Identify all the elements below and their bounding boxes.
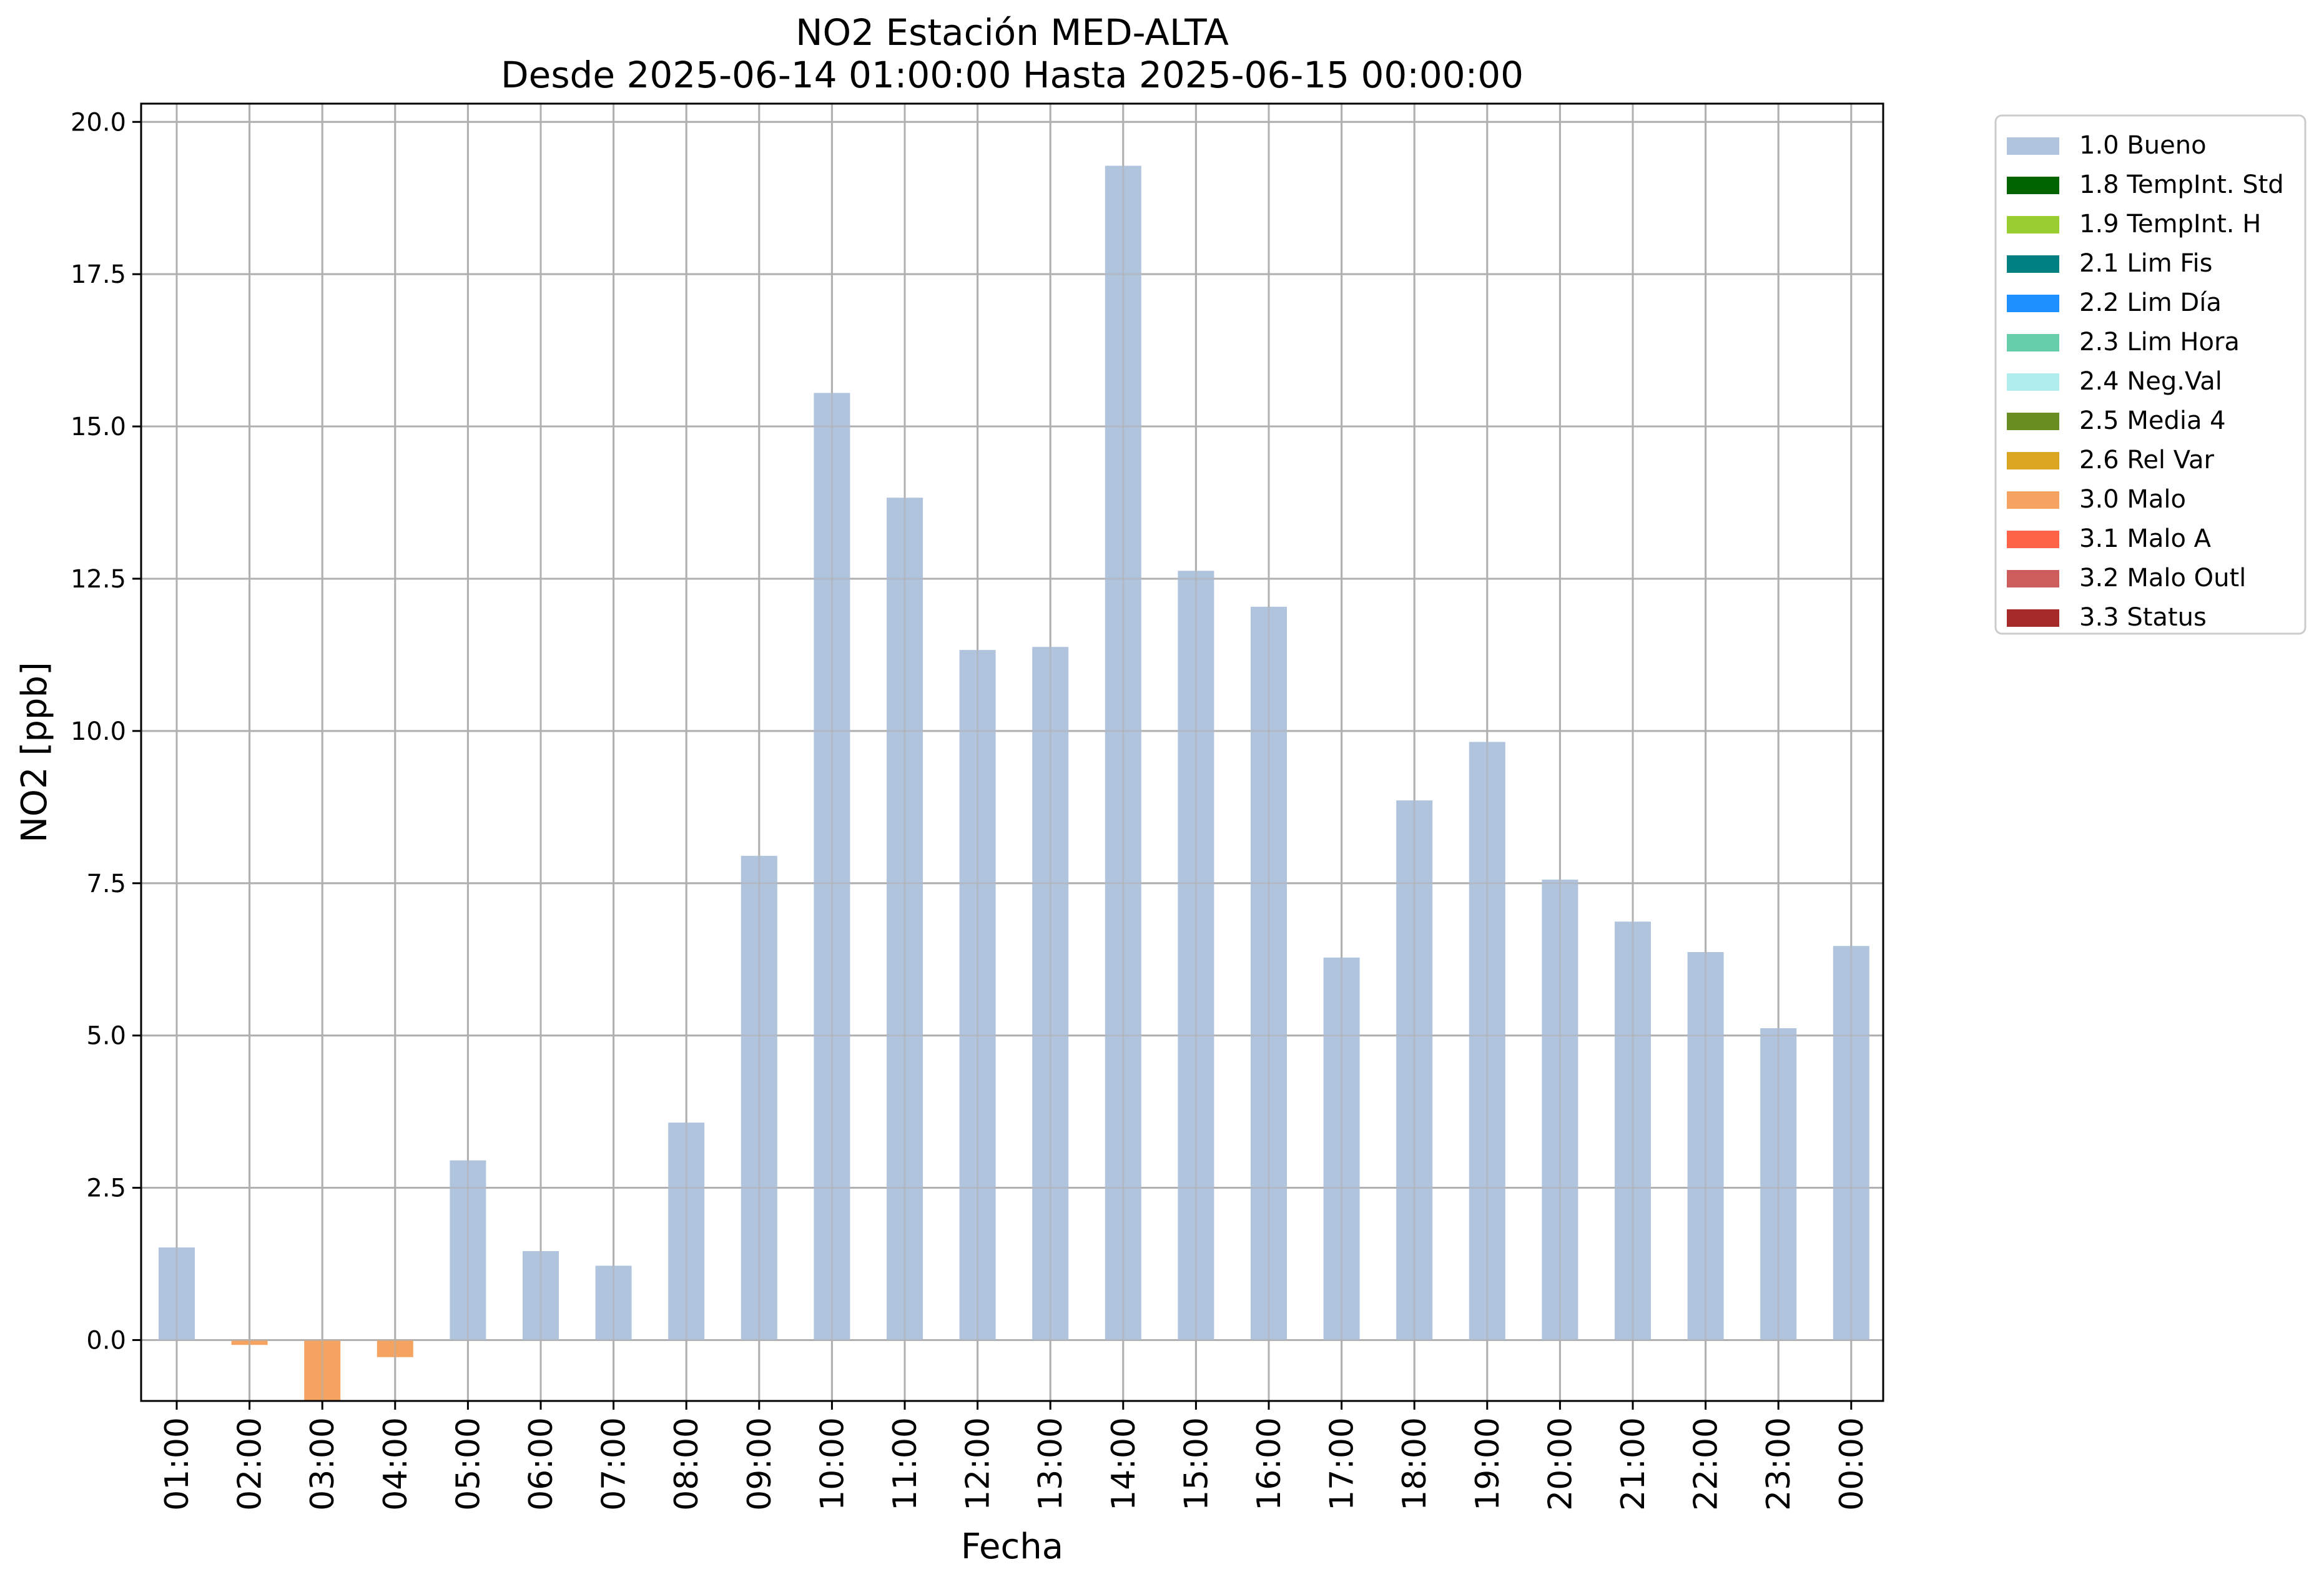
x-tick-label: 05:00 (450, 1417, 487, 1511)
legend-swatch (2007, 216, 2059, 233)
legend-label: 3.0 Malo (2079, 485, 2186, 514)
plot-area-frame (140, 102, 1884, 1402)
chart-title: NO2 Estación MED-ALTA (795, 11, 1229, 54)
x-tick-label: 20:00 (1542, 1417, 1579, 1511)
legend-label: 2.3 Lim Hora (2079, 328, 2240, 356)
x-axis-ticks: 01:00 02:00 03:00 04:00 05:00 06:00 07:00 08:00… (159, 1401, 1871, 1511)
y-tick-label: 5.0 (86, 1022, 126, 1051)
x-tick-label: 06:00 (523, 1417, 560, 1511)
legend-swatch (2007, 609, 2059, 627)
y-tick-label: 17.5 (71, 260, 126, 289)
chart-subtitle: Desde 2025-06-14 01:00:00 Hasta 2025-06-… (501, 54, 1524, 96)
x-tick-label: 22:00 (1688, 1417, 1725, 1511)
legend-swatch (2007, 491, 2059, 509)
y-tick-label: 15.0 (71, 413, 126, 441)
x-tick-label: 09:00 (741, 1417, 779, 1511)
x-tick-label: 12:00 (960, 1417, 997, 1511)
legend-items: 1.0 Bueno 1.8 TempInt. Std 1.9 TempInt. H 2… (2007, 131, 2284, 632)
legend-swatch (2007, 452, 2059, 469)
x-tick-label: 23:00 (1760, 1417, 1798, 1511)
y-axis-label: NO2 [ppb] (14, 662, 55, 843)
legend-swatch (2007, 295, 2059, 312)
legend-label: 1.0 Bueno (2079, 131, 2207, 160)
x-tick-label: 13:00 (1032, 1417, 1070, 1511)
legend-swatch (2007, 177, 2059, 194)
x-tick-label: 18:00 (1396, 1417, 1434, 1511)
y-axis-ticks: 0.0 2.5 5.0 7.5 10.0 12.5 15.0 17.5 20.0 (71, 108, 141, 1355)
x-tick-label: 11:00 (887, 1417, 924, 1511)
legend-swatch (2007, 531, 2059, 548)
y-tick-label: 2.5 (86, 1174, 126, 1203)
legend: 1.0 Bueno 1.8 TempInt. Std 1.9 TempInt. H 2… (1994, 114, 2307, 635)
x-tick-label: 08:00 (668, 1417, 706, 1511)
x-tick-label: 02:00 (232, 1417, 269, 1511)
legend-label: 1.9 TempInt. H (2079, 210, 2261, 238)
legend-frame (1994, 114, 2307, 635)
legend-swatch (2007, 570, 2059, 587)
x-tick-label: 04:00 (377, 1417, 415, 1511)
x-tick-label: 21:00 (1615, 1417, 1652, 1511)
x-tick-label: 15:00 (1178, 1417, 1215, 1511)
y-tick-label: 20.0 (71, 108, 126, 137)
legend-swatch (2007, 137, 2059, 155)
x-tick-label: 19:00 (1469, 1417, 1507, 1511)
legend-label: 2.2 Lim Día (2079, 288, 2222, 317)
legend-label: 3.3 Status (2079, 603, 2207, 632)
x-tick-label: 01:00 (159, 1417, 196, 1511)
x-tick-label: 10:00 (814, 1417, 851, 1511)
y-tick-label: 0.0 (86, 1326, 126, 1355)
y-tick-label: 7.5 (86, 870, 126, 898)
grid-lines-overlay (141, 104, 1883, 1401)
legend-label: 3.1 Malo A (2079, 524, 2212, 553)
legend-swatch (2007, 334, 2059, 351)
legend-label: 2.5 Media 4 (2079, 406, 2226, 435)
x-tick-label: 14:00 (1105, 1417, 1143, 1511)
legend-label: 2.1 Lim Fis (2079, 249, 2212, 278)
legend-label: 2.6 Rel Var (2079, 446, 2215, 474)
x-tick-label: 03:00 (304, 1417, 342, 1511)
x-axis-label: Fecha (961, 1526, 1063, 1567)
legend-label: 1.8 TempInt. Std (2079, 170, 2284, 199)
legend-swatch (2007, 373, 2059, 391)
legend-label: 3.2 Malo Outl (2079, 564, 2246, 592)
x-tick-label: 17:00 (1324, 1417, 1361, 1511)
legend-swatch (2007, 255, 2059, 273)
x-tick-label: 07:00 (596, 1417, 633, 1511)
bars (159, 165, 1869, 1401)
legend-swatch (2007, 413, 2059, 430)
x-tick-label: 00:00 (1833, 1417, 1871, 1511)
x-tick-label: 16:00 (1251, 1417, 1288, 1511)
legend-label: 2.4 Neg.Val (2079, 367, 2222, 396)
y-tick-label: 12.5 (71, 565, 126, 594)
y-tick-label: 10.0 (71, 717, 126, 746)
